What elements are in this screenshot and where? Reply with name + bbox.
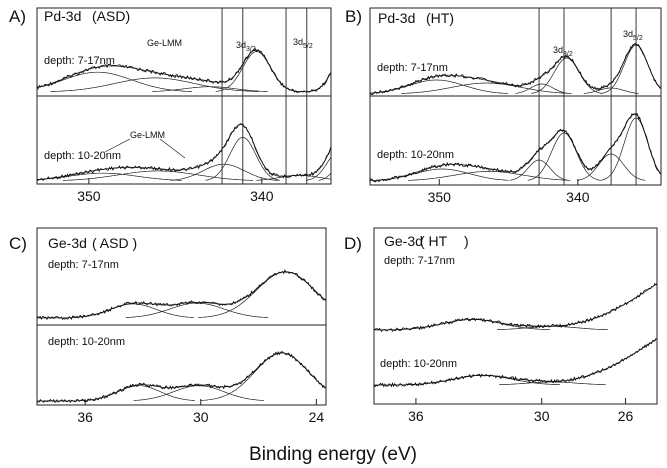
- x-tick-label: 36: [408, 408, 424, 424]
- panel-b-depth-bottom: depth: 10-20nm: [377, 149, 454, 161]
- component-peak: [63, 170, 253, 181]
- panel-frame: [36, 227, 327, 406]
- panel-a-ge-lmm-pointer: [159, 138, 186, 159]
- panel-b-letter: B): [345, 7, 362, 26]
- component-peak: [374, 168, 509, 181]
- component-peak: [509, 159, 569, 181]
- panel-c: C) Ge-3d ( ASD ) depth: 7-17nm depth: 10…: [9, 227, 327, 425]
- panel-d-letter: D): [344, 234, 362, 253]
- component-peak: [306, 156, 332, 181]
- x-tick-label: 24: [309, 409, 325, 425]
- component-peak: [36, 71, 192, 92]
- panel-d-condition: ( HT: [420, 233, 448, 249]
- panel-b-depth-top: depth: 7-17nm: [377, 62, 448, 74]
- component-peak: [401, 82, 572, 94]
- panel-a-letter: A): [9, 7, 26, 26]
- component-peak: [205, 136, 281, 181]
- component-peak: [200, 352, 327, 401]
- x-axis-label: Binding energy (eV): [249, 444, 417, 465]
- component-peak: [50, 77, 259, 92]
- component-peak: [318, 172, 332, 181]
- x-tick-label: 340: [566, 189, 590, 205]
- component-peak: [256, 175, 332, 181]
- component-peak: [496, 326, 608, 331]
- x-tick-label: 26: [618, 408, 634, 424]
- x-tick-label: 350: [77, 188, 101, 204]
- measured-spectrum: [369, 42, 662, 96]
- component-peak: [583, 87, 639, 94]
- panel-b-condition: (HT): [426, 10, 454, 26]
- panel-c-depth-bottom: depth: 10-20nm: [48, 336, 125, 348]
- panel-a-3d52-label: 3d5/2: [293, 37, 313, 50]
- x-tick-label: 36: [77, 409, 93, 425]
- measured-spectrum: [369, 112, 662, 183]
- panel-b-3d32-label: 3d3/2: [553, 45, 573, 58]
- panel-frame: [373, 227, 658, 405]
- component-peak: [369, 79, 508, 94]
- component-peak: [577, 153, 646, 181]
- x-tick-label: 340: [250, 188, 274, 204]
- panel-a-ge-lmm-top: Ge-LMM: [147, 38, 182, 48]
- component-peak: [152, 86, 268, 92]
- component-peak: [133, 385, 264, 401]
- panel-a-title: Pd-3d: [44, 8, 81, 24]
- measured-spectrum: [36, 269, 327, 321]
- panel-c-depth-top: depth: 7-17nm: [48, 259, 119, 271]
- component-peak: [408, 171, 571, 181]
- x-tick-label: 30: [534, 408, 550, 424]
- component-peak: [125, 302, 269, 318]
- panel-c-condition: ( ASD ): [92, 235, 137, 251]
- fit-envelope: [374, 283, 658, 331]
- measured-spectrum: [373, 282, 658, 333]
- panel-c-title: Ge-3d: [48, 235, 87, 251]
- panel-d-depth-top: depth: 7-17nm: [384, 255, 455, 267]
- panel-a-ge-lmm-pointer: [104, 138, 131, 153]
- panel-a-depth-top: depth: 7-17nm: [44, 55, 115, 67]
- panel-d-condition-close: ): [464, 233, 469, 249]
- panel-a: A) Pd-3d (ASD) depth: 7-17nm depth: 10-2…: [9, 7, 332, 204]
- component-peak: [531, 57, 603, 94]
- x-tick-label: 350: [428, 189, 452, 205]
- fit-envelope: [37, 271, 327, 319]
- panel-d-title: Ge-3d: [384, 233, 423, 249]
- measured-spectrum: [36, 351, 327, 404]
- component-peak: [527, 132, 601, 181]
- fit-envelope: [37, 352, 327, 402]
- panel-a-ge-lmm-bottom: Ge-LMM: [130, 130, 165, 140]
- component-peak: [600, 44, 662, 94]
- measured-spectrum: [373, 338, 658, 388]
- measured-spectrum: [36, 47, 332, 94]
- x-tick-label: 30: [193, 409, 209, 425]
- panel-b-3d52-label: 3d5/2: [623, 29, 643, 42]
- panel-d-depth-bottom: depth: 10-20nm: [380, 358, 457, 370]
- component-peak: [198, 271, 327, 318]
- fit-envelope: [369, 113, 662, 181]
- panel-b: B) Pd-3d (HT) depth: 7-17nm depth: 10-20…: [345, 7, 662, 205]
- component-peak: [170, 163, 278, 181]
- component-peak: [309, 71, 332, 92]
- measured-spectrum: [36, 123, 332, 181]
- panel-b-title: Pd-3d: [378, 10, 415, 26]
- panel-d: D) Ge-3d ( HT ) depth: 7-17nm depth: 10-…: [344, 227, 658, 424]
- panel-a-condition: (ASD): [92, 8, 130, 24]
- panel-c-letter: C): [9, 234, 27, 253]
- component-peak: [515, 83, 569, 94]
- panel-a-depth-bottom: depth: 10-20nm: [44, 150, 121, 162]
